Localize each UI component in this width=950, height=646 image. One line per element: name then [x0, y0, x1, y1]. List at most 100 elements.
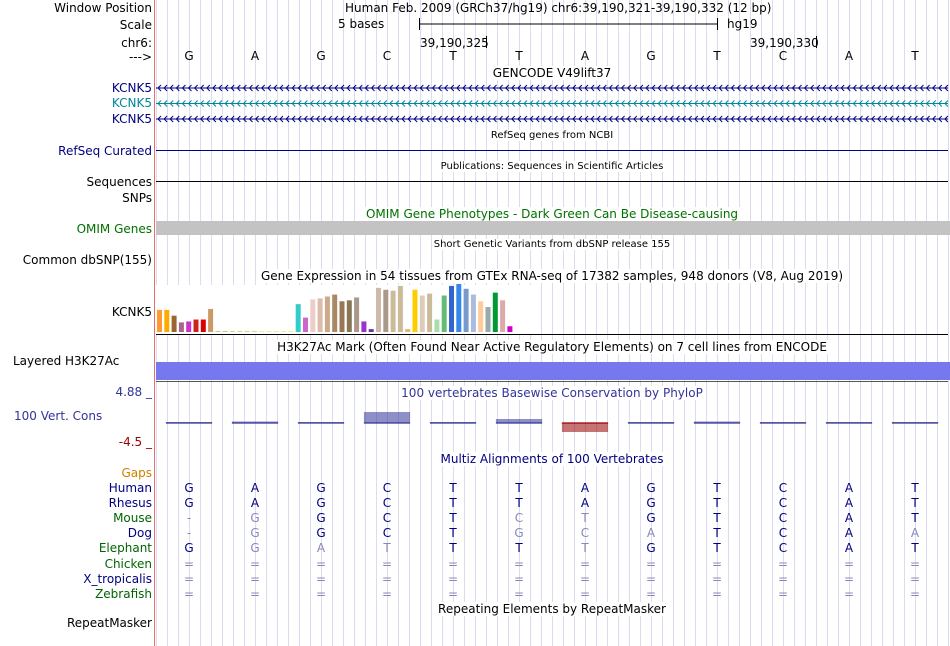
dbsnp-title: Short Genetic Variants from dbSNP releas… — [431, 239, 673, 250]
strand-chevron — [480, 100, 485, 107]
strand-chevron — [413, 115, 418, 123]
strand-chevron — [212, 100, 217, 107]
strand-chevron — [443, 100, 449, 107]
gtex-bar — [368, 329, 374, 332]
alignment-base: = — [909, 586, 921, 601]
strand-chevron — [767, 100, 772, 107]
strand-chevron — [681, 115, 686, 123]
alignment-base: C — [778, 526, 788, 541]
dbsnp-label[interactable]: Common dbSNP(155) — [22, 253, 152, 267]
multiz-gaps-label[interactable]: Gaps — [121, 466, 152, 480]
strand-chevron — [773, 115, 778, 123]
h3k27ac-title: H3K27Ac Mark (Often Found Near Active Re… — [275, 340, 829, 354]
strand-chevron — [419, 84, 424, 92]
strand-chevron — [797, 84, 802, 92]
strand-chevron — [602, 100, 607, 107]
species-label[interactable]: Mouse — [113, 511, 152, 526]
refseq-title: RefSeq genes from NCBI — [488, 130, 616, 141]
gtex-bar — [237, 331, 243, 332]
strand-chevron — [870, 100, 876, 107]
strand-chevron — [236, 115, 241, 123]
strand-chevron — [718, 115, 723, 123]
window-position-text[interactable]: Human Feb. 2009 (GRCh37/hg19) chr6:39,19… — [345, 1, 772, 15]
strand-chevron — [541, 84, 546, 92]
alignment-base: T — [449, 541, 457, 556]
strand-chevron — [480, 84, 485, 92]
strand-chevron — [364, 84, 369, 92]
alignment-base: = — [645, 556, 657, 571]
strand-chevron — [395, 115, 400, 123]
strand-chevron — [523, 84, 528, 92]
strand-chevron — [462, 100, 467, 107]
strand-chevron — [608, 115, 613, 123]
species-label[interactable]: X_tropicalis — [83, 571, 152, 586]
strand-chevron — [944, 84, 949, 92]
strand-chevron — [303, 84, 308, 92]
species-label[interactable]: Rhesus — [108, 496, 152, 511]
strand-chevron — [181, 84, 186, 92]
omim-label[interactable]: OMIM Genes — [76, 222, 152, 236]
h3k27ac-label[interactable]: Layered H3K27Ac — [13, 354, 120, 368]
strand-chevron — [657, 100, 662, 107]
strand-chevron — [309, 100, 314, 107]
strand-chevron — [163, 115, 168, 123]
strand-chevron — [889, 84, 894, 92]
species-label[interactable]: Chicken — [104, 556, 152, 571]
refseq-label[interactable]: RefSeq Curated — [58, 144, 152, 158]
alignment-base: C — [382, 511, 392, 526]
snps-label[interactable]: SNPs — [122, 191, 152, 205]
alignment-base: = — [711, 556, 723, 571]
phylop-label[interactable]: 100 Vert. Cons — [14, 409, 103, 423]
alignment-base: C — [778, 511, 788, 526]
strand-chevron — [779, 84, 784, 92]
strand-chevron — [809, 84, 815, 92]
strand-chevron — [834, 115, 839, 123]
alignment-base: A — [316, 541, 326, 556]
strand-chevron — [224, 84, 229, 92]
strand-chevron — [309, 84, 314, 92]
alignment-base: = — [579, 556, 591, 571]
strand-chevron — [346, 115, 351, 123]
strand-chevron — [511, 115, 516, 123]
strand-chevron — [279, 100, 284, 107]
gencode-row-2-label[interactable]: KCNK5 — [111, 96, 152, 110]
species-label[interactable]: Elephant — [98, 541, 152, 556]
gtex-bar — [324, 296, 330, 332]
gtex-bar — [178, 322, 184, 332]
species-label[interactable]: Dog — [127, 526, 152, 541]
strand-chevron — [431, 115, 436, 123]
alignment-base: = — [183, 586, 195, 601]
strand-chevron — [565, 115, 571, 123]
strand-chevron — [626, 84, 632, 92]
strand-chevron — [157, 115, 162, 123]
strand-chevron — [486, 100, 491, 107]
strand-chevron — [761, 84, 766, 92]
publications-label[interactable]: Sequences — [86, 175, 152, 189]
gencode-row-3-label[interactable]: KCNK5 — [111, 112, 152, 126]
strand-chevron — [828, 84, 833, 92]
alignment-base: A — [580, 481, 590, 495]
species-label[interactable]: Human — [108, 481, 152, 495]
strand-chevron — [785, 115, 790, 123]
repeatmasker-label[interactable]: RepeatMasker — [66, 616, 152, 630]
strand-chevron — [315, 84, 320, 92]
strand-chevron — [828, 100, 833, 107]
gtex-label[interactable]: KCNK5 — [111, 305, 152, 319]
strand-chevron — [651, 84, 656, 92]
species-label[interactable]: Zebrafish — [95, 586, 152, 601]
strand-chevron — [474, 115, 479, 123]
strand-chevron — [614, 100, 619, 107]
strand-chevron — [931, 115, 937, 123]
alignment-base: T — [713, 541, 721, 556]
alignment-base: - — [186, 511, 192, 526]
gtex-bar — [222, 331, 228, 332]
gtex-bar — [485, 307, 491, 332]
alignment-base: = — [843, 586, 855, 601]
strand-chevron — [492, 84, 497, 92]
strand-chevron — [230, 84, 235, 92]
strand-chevron — [706, 115, 711, 123]
gencode-row-1-label[interactable]: KCNK5 — [111, 81, 152, 95]
strand-chevron — [431, 84, 436, 92]
strand-chevron — [877, 100, 882, 107]
strand-chevron — [218, 100, 223, 107]
